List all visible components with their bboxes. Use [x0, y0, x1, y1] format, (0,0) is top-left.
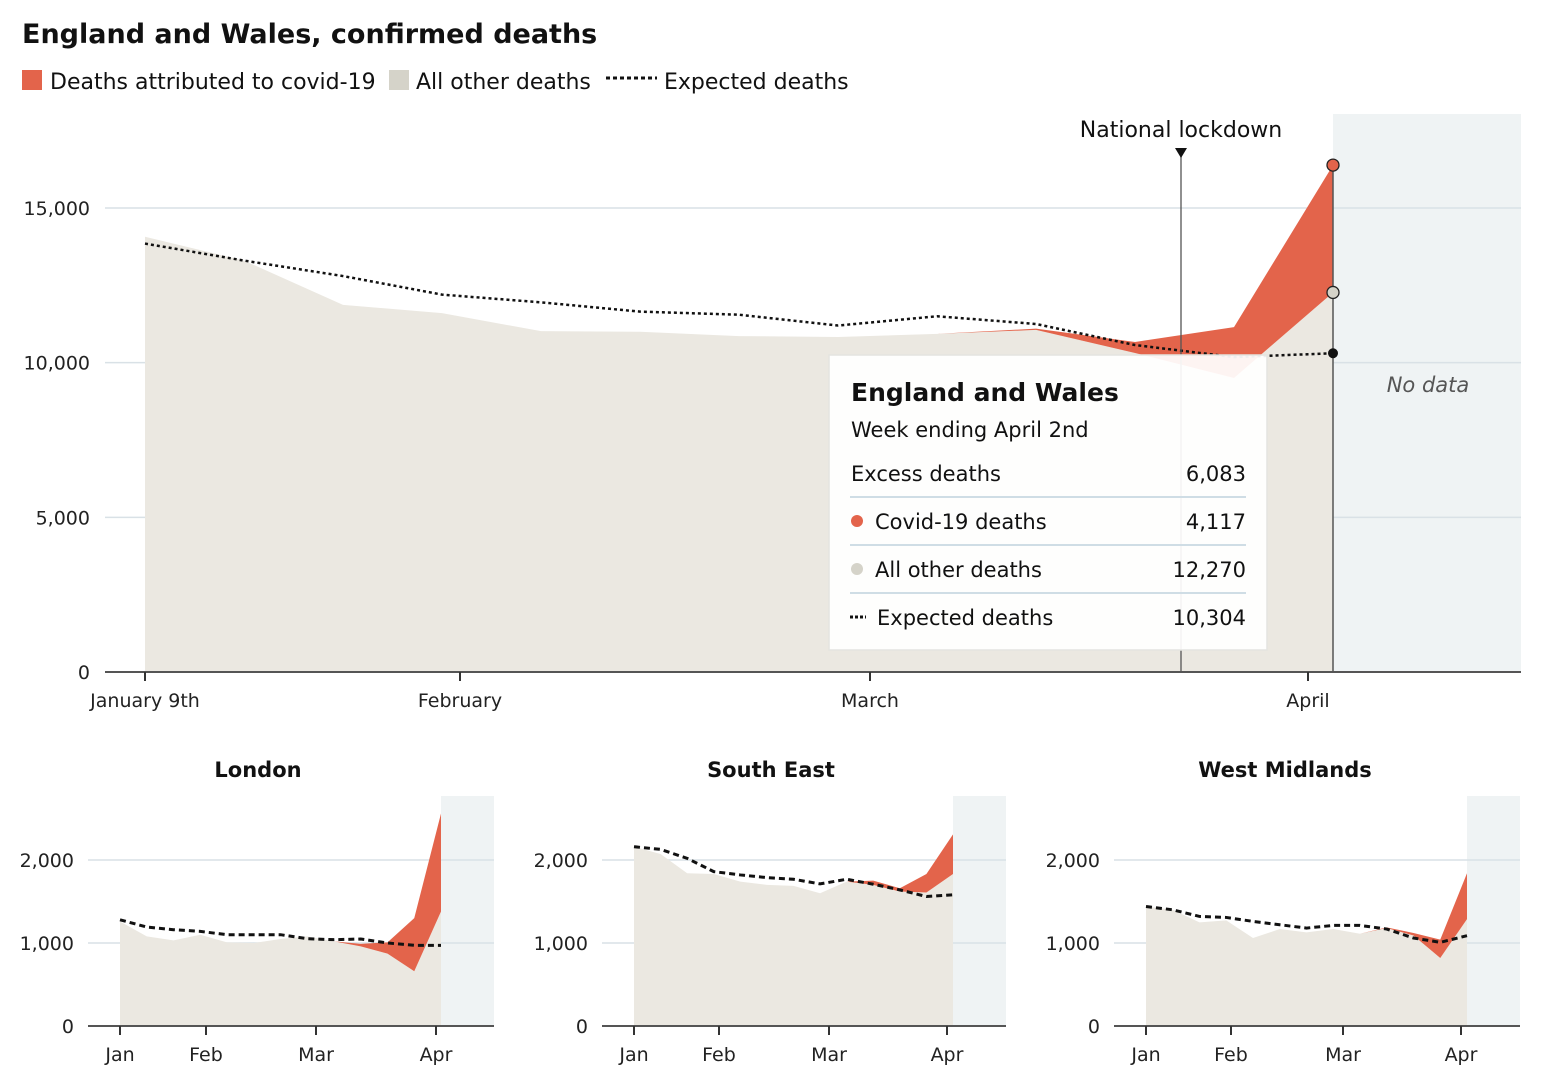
legend-swatch-other	[389, 70, 409, 90]
tooltip-row-label: Expected deaths	[877, 606, 1053, 630]
y-tick-label: 10,000	[24, 353, 90, 375]
area-covid-deaths	[634, 834, 953, 894]
area-covid-deaths	[1146, 873, 1467, 958]
legend-label-expected: Expected deaths	[664, 70, 849, 95]
tooltip-row-label: Excess deaths	[851, 462, 1001, 486]
y-tick-label: 1,000	[534, 933, 588, 955]
y-tick-label: 0	[576, 1016, 588, 1038]
tooltip: England and Wales Week ending April 2nd …	[828, 354, 1268, 651]
legend: Deaths attributed to covid-19 All other …	[22, 70, 849, 95]
x-tick-label: Feb	[189, 1044, 223, 1066]
no-data-region	[441, 796, 494, 1026]
y-tick-label: 0	[1088, 1016, 1100, 1038]
area-all-other-deaths	[634, 846, 953, 1026]
y-tick-label: 5,000	[36, 507, 90, 529]
lockdown-label: National lockdown	[1080, 118, 1282, 143]
tooltip-row-value: 6,083	[1186, 462, 1246, 486]
x-tick-label: Mar	[811, 1044, 847, 1066]
x-tick-label: March	[841, 690, 899, 712]
x-tick-label: Jan	[104, 1044, 134, 1066]
hover-markers	[1326, 158, 1340, 672]
lockdown-marker-icon	[1175, 148, 1187, 158]
tooltip-row-value: 4,117	[1186, 510, 1246, 534]
x-tick-label: Apr	[931, 1044, 964, 1066]
no-data-region	[1333, 114, 1521, 672]
x-tick-label: Feb	[702, 1044, 736, 1066]
tooltip-subtitle: Week ending April 2nd	[851, 418, 1089, 442]
y-tick-label: 1,000	[20, 933, 74, 955]
tooltip-row-value: 10,304	[1173, 606, 1246, 630]
region-title: West Midlands	[1198, 758, 1372, 782]
covid-marker	[1326, 158, 1340, 172]
legend-swatch-covid	[22, 70, 42, 90]
tooltip-row-value: 12,270	[1173, 558, 1246, 582]
covid-dot-icon	[851, 515, 863, 527]
no-data-region	[1467, 796, 1520, 1026]
line-expected-deaths	[144, 242, 1334, 359]
no-data-label: No data	[1387, 373, 1470, 397]
tooltip-box	[828, 354, 1268, 651]
london-chart: 0 1,000 2,000 Jan Feb Mar Apr London	[20, 758, 494, 1066]
main-chart: 0 5,000 10,000 15,000 January 9th February Mar…	[24, 114, 1521, 712]
legend-label-other: All other deaths	[416, 70, 591, 95]
x-tick-label: February	[418, 690, 502, 712]
area-all-other-deaths	[1146, 906, 1467, 1026]
south-east-chart: 0 1,000 2,000 Jan Feb Mar Apr South East	[534, 758, 1006, 1066]
x-tick-label: Apr	[420, 1044, 453, 1066]
other-marker	[1326, 285, 1340, 300]
expected-marker	[1328, 348, 1338, 359]
y-tick-label: 1,000	[1046, 933, 1100, 955]
y-tick-label: 0	[78, 662, 90, 684]
y-tick-label: 2,000	[20, 850, 74, 872]
no-data-region	[953, 796, 1006, 1026]
y-tick-label: 0	[62, 1016, 74, 1038]
x-tick-label: Apr	[1445, 1044, 1478, 1066]
tooltip-row-label: Covid-19 deaths	[875, 510, 1047, 534]
line-expected-deaths	[1145, 904, 1468, 944]
y-tick-label: 15,000	[24, 198, 90, 220]
region-title: South East	[707, 758, 835, 782]
west-midlands-chart: 0 1,000 2,000 Jan Feb Mar Apr West Midlands	[1046, 758, 1520, 1066]
area-all-other-deaths	[120, 911, 441, 1026]
line-expected-deaths	[633, 845, 954, 899]
chart-title: England and Wales, confirmed deaths	[22, 19, 597, 50]
line-expected-deaths	[119, 918, 441, 947]
x-tick-label: Mar	[298, 1044, 334, 1066]
tooltip-title: England and Wales	[851, 378, 1119, 407]
region-title: London	[214, 758, 301, 782]
area-covid-deaths	[120, 813, 441, 972]
x-tick-label: January 9th	[89, 690, 200, 712]
x-tick-label: Jan	[618, 1044, 648, 1066]
other-dot-icon	[851, 563, 863, 575]
x-tick-label: Jan	[1130, 1044, 1160, 1066]
tooltip-row-label: All other deaths	[875, 558, 1042, 582]
x-tick-label: Mar	[1325, 1044, 1361, 1066]
x-tick-label: Feb	[1214, 1044, 1248, 1066]
x-tick-label: April	[1286, 690, 1329, 712]
y-tick-label: 2,000	[534, 850, 588, 872]
y-tick-label: 2,000	[1046, 850, 1100, 872]
legend-label-covid: Deaths attributed to covid-19	[50, 70, 376, 95]
